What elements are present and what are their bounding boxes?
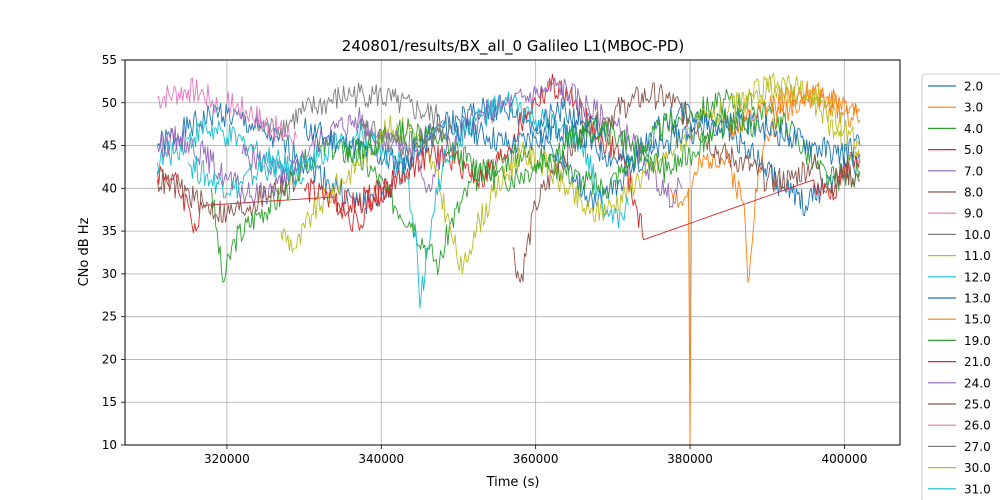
series-line-19-0 <box>342 107 760 192</box>
legend-label: 3.0 <box>964 101 983 115</box>
series-line-9-0 <box>157 77 220 114</box>
series-line-27-0 <box>357 116 452 157</box>
legend-label: 27.0 <box>964 440 991 454</box>
legend-label: 9.0 <box>964 207 983 221</box>
y-tick-label: 20 <box>102 352 117 366</box>
x-tick-label: 360000 <box>513 452 559 466</box>
legend-label: 26.0 <box>964 419 991 433</box>
series-lines <box>156 72 861 445</box>
legend-label: 15.0 <box>964 313 991 327</box>
legend-label: 4.0 <box>964 122 983 136</box>
series-line-26-0 <box>226 91 297 146</box>
y-tick-label: 30 <box>102 267 117 281</box>
series-line-2-0 <box>157 97 861 217</box>
y-tick-label: 40 <box>102 181 117 195</box>
legend-label: 5.0 <box>964 143 983 157</box>
series-line-21-0 <box>303 175 398 215</box>
legend: 2.0 3.0 4.0 5.0 7.0 8.0 9.0 10.0 11.0 12.0 13.0 15.… <box>921 73 1000 500</box>
y-tick-label: 45 <box>102 139 117 153</box>
y-tick-label: 50 <box>102 96 117 110</box>
series-line-15-0 <box>728 82 861 140</box>
y-axis-ticks: 10 15 20 25 30 35 40 45 50 55 <box>102 53 125 452</box>
x-tick-label: 340000 <box>358 452 404 466</box>
x-axis-label: Time (s) <box>486 475 540 490</box>
series-line-31-0 <box>187 149 305 199</box>
y-tick-label: 55 <box>102 53 117 67</box>
x-axis-ticks: 320000 340000 360000 380000 400000 <box>204 445 867 466</box>
series-line-8-0 <box>512 82 861 283</box>
legend-label: 8.0 <box>964 186 983 200</box>
legend-label: 2.0 <box>964 80 983 94</box>
x-tick-label: 400000 <box>822 452 868 466</box>
y-tick-label: 25 <box>102 310 117 324</box>
legend-label: 13.0 <box>964 292 991 306</box>
x-tick-label: 320000 <box>204 452 250 466</box>
series-line-33-0 <box>535 98 606 138</box>
y-tick-label: 35 <box>102 224 117 238</box>
legend-label: 7.0 <box>964 164 983 178</box>
plot-frame <box>124 59 901 446</box>
y-tick-label: 10 <box>102 438 117 452</box>
legend-label: 24.0 <box>964 376 991 390</box>
legend-label: 12.0 <box>964 270 991 284</box>
series-line-10-0 <box>257 82 444 142</box>
legend-label: 11.0 <box>964 249 991 263</box>
legend-label: 30.0 <box>964 461 991 475</box>
legend-label: 31.0 <box>964 482 991 496</box>
series-line-4-0 <box>211 88 861 283</box>
legend-box <box>921 73 1000 500</box>
series-line-25-0 <box>156 168 297 223</box>
y-tick-label: 15 <box>102 395 117 409</box>
legend-label: 19.0 <box>964 334 991 348</box>
chart-title: 240801/results/BX_all_0 Galileo L1(MBOC-… <box>342 37 684 56</box>
legend-label: 21.0 <box>964 355 991 369</box>
series-line-5-0 <box>156 73 861 241</box>
legend-label: 10.0 <box>964 228 991 242</box>
series-line-30-0 <box>751 72 861 150</box>
x-tick-label: 380000 <box>667 452 713 466</box>
legend-label: 25.0 <box>964 398 991 412</box>
y-axis-label: CNo dB Hz <box>77 217 92 286</box>
